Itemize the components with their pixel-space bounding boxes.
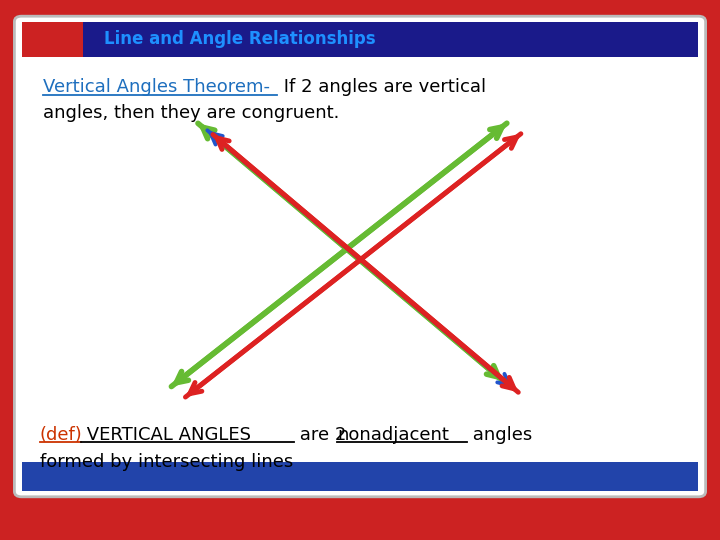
Text: nonadjacent: nonadjacent — [337, 426, 449, 444]
Text: formed by intersecting lines: formed by intersecting lines — [40, 453, 293, 471]
Text: Line and Angle Relationships: Line and Angle Relationships — [104, 30, 376, 48]
Bar — [22, 462, 698, 491]
Text: If 2 angles are vertical: If 2 angles are vertical — [278, 78, 486, 97]
FancyBboxPatch shape — [14, 16, 706, 497]
Text: are 2: are 2 — [294, 426, 352, 444]
Bar — [22, 22, 83, 57]
Bar — [22, 22, 698, 57]
Text: (def): (def) — [40, 426, 82, 444]
Text: angles, then they are congruent.: angles, then they are congruent. — [43, 104, 340, 123]
Text: Vertical Angles Theorem-: Vertical Angles Theorem- — [43, 78, 270, 97]
Text: angles: angles — [467, 426, 532, 444]
Text: VERTICAL ANGLES: VERTICAL ANGLES — [81, 426, 251, 444]
